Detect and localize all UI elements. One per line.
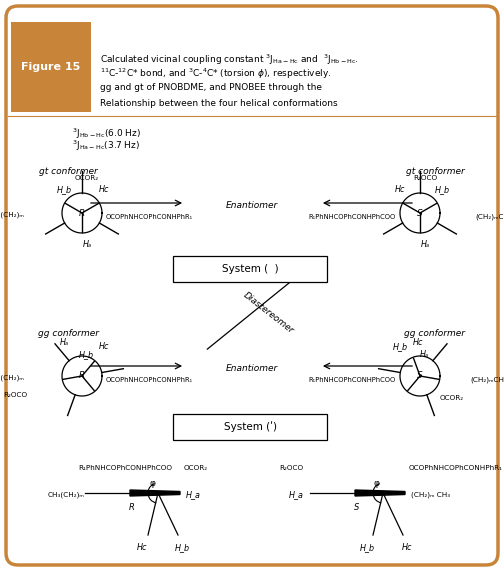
Text: $^{3}$J$_{\mathregular{Ha-Hc}}$(3.7 Hz): $^{3}$J$_{\mathregular{Ha-Hc}}$(3.7 Hz) (72, 139, 140, 153)
Text: Figure 15: Figure 15 (21, 62, 81, 72)
FancyBboxPatch shape (6, 6, 498, 565)
Text: gt conformer: gt conformer (39, 167, 97, 175)
Text: System (ʹ): System (ʹ) (223, 421, 277, 432)
Text: Hc: Hc (99, 185, 109, 194)
Text: H_b: H_b (79, 350, 94, 359)
Text: (CH₂)ₘCH₃: (CH₂)ₘCH₃ (470, 377, 504, 383)
Text: OCOR₂: OCOR₂ (75, 175, 99, 181)
Polygon shape (130, 490, 180, 496)
Text: OCOPhNHCOPhCONHPhR₁: OCOPhNHCOPhCONHPhR₁ (409, 465, 503, 471)
Text: OCOPhNHCOPhCONHPhR₁: OCOPhNHCOPhCONHPhR₁ (106, 377, 193, 383)
Text: Hₐ: Hₐ (419, 350, 428, 359)
Text: Relationship between the four helical conformations: Relationship between the four helical co… (100, 99, 338, 107)
Text: R₂OCO: R₂OCO (413, 175, 437, 181)
Text: Enantiomer: Enantiomer (226, 201, 278, 210)
Text: S: S (417, 372, 423, 380)
Text: $^{3}$J$_{\mathregular{Hb-Hc}}$(6.0 Hz): $^{3}$J$_{\mathregular{Hb-Hc}}$(6.0 Hz) (72, 127, 141, 141)
Text: H_b: H_b (56, 185, 72, 194)
Text: Hc: Hc (413, 338, 423, 347)
Polygon shape (355, 490, 405, 496)
Text: gg conformer: gg conformer (37, 328, 98, 337)
Text: R₁PhNHCOPhCONHPhCOO: R₁PhNHCOPhCONHPhCOO (309, 214, 396, 220)
Text: OCOPhNHCOPhCONHPhR₁: OCOPhNHCOPhCONHPhR₁ (106, 214, 193, 220)
Text: $^{11}$C-$^{12}$C* bond, and $^{3}$C-$^{4}$C* (torsion $\phi$), respectively.: $^{11}$C-$^{12}$C* bond, and $^{3}$C-$^{… (100, 67, 331, 81)
Text: R: R (79, 372, 85, 380)
Text: Hc: Hc (99, 342, 109, 351)
Text: gt conformer: gt conformer (406, 167, 464, 175)
Text: gg and gt of PNOBDME, and PNOBEE through the: gg and gt of PNOBDME, and PNOBEE through… (100, 83, 322, 93)
Text: Hₐ: Hₐ (59, 338, 69, 347)
Text: CH₃(CH₂)ₘ: CH₃(CH₂)ₘ (0, 212, 24, 218)
Text: Hc: Hc (137, 543, 147, 552)
Text: H_b: H_b (434, 185, 450, 194)
Text: (CH₂)ₘCH₃: (CH₂)ₘCH₃ (475, 214, 504, 220)
Text: Enantiomer: Enantiomer (226, 364, 278, 373)
Text: OCOR₂: OCOR₂ (184, 465, 208, 471)
Text: CH₃(CH₂)ₘ: CH₃(CH₂)ₘ (0, 375, 24, 381)
FancyBboxPatch shape (173, 414, 327, 440)
Text: gg conformer: gg conformer (405, 328, 466, 337)
Text: R₁PhNHCOPhCONHPhCOO: R₁PhNHCOPhCONHPhCOO (78, 465, 172, 471)
Text: Hₐ: Hₐ (83, 240, 92, 249)
Text: S: S (417, 208, 423, 218)
Text: H_b: H_b (359, 543, 374, 552)
Text: CH₃(CH₂)ₘ: CH₃(CH₂)ₘ (47, 492, 84, 498)
Text: H_a: H_a (289, 490, 304, 500)
Text: (CH₂)ₘ CH₃: (CH₂)ₘ CH₃ (411, 492, 450, 498)
Text: S: S (354, 503, 360, 512)
Text: Calculated vicinal coupling constant $^{3}$J$_{\mathregular{Ha-Hc}}$ and  $^{3}$: Calculated vicinal coupling constant $^{… (100, 53, 359, 67)
Text: R: R (129, 503, 135, 512)
Text: Hₐ: Hₐ (420, 240, 429, 249)
Text: Diastereomer: Diastereomer (241, 291, 295, 335)
Text: Hc: Hc (402, 543, 412, 552)
Text: Hc: Hc (395, 185, 405, 194)
Text: R₂OCO: R₂OCO (279, 465, 303, 471)
FancyBboxPatch shape (11, 22, 91, 112)
Text: φ: φ (149, 479, 155, 488)
Text: H_a: H_a (186, 490, 201, 500)
Text: H_b: H_b (393, 342, 408, 351)
Text: R₂OCO: R₂OCO (3, 392, 27, 398)
Text: System (  ): System ( ) (222, 264, 278, 274)
Text: R: R (79, 208, 85, 218)
Text: OCOR₂: OCOR₂ (440, 395, 464, 401)
FancyBboxPatch shape (173, 256, 327, 282)
Text: R₁PhNHCOPhCONHPhCOO: R₁PhNHCOPhCONHPhCOO (309, 377, 396, 383)
Text: H_b: H_b (174, 543, 190, 552)
Text: φ: φ (374, 479, 380, 488)
